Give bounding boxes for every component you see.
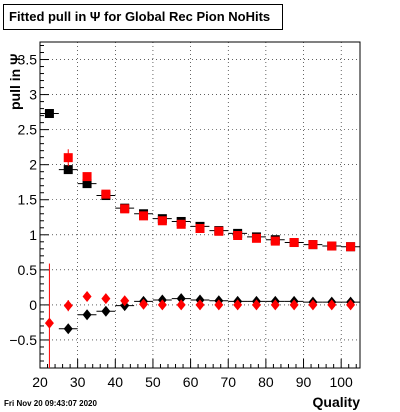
y-tick-label: 3 [29,87,37,103]
data-point-diamond [82,309,92,321]
data-point-diamond [44,317,54,329]
chart-title: Fitted pull in Ψ for Global Rec Pion NoH… [3,4,283,30]
x-tick-label: 70 [220,374,236,390]
data-point-square [101,189,111,199]
data-point-diamond [346,299,356,311]
data-point-square [139,211,149,221]
x-tick-label: 50 [145,374,161,390]
y-tick-label: 0.5 [18,262,38,278]
data-point-diamond [63,300,73,312]
series-layer [40,109,360,368]
data-point-square [82,179,92,189]
data-point-square [270,236,280,246]
data-point-diamond [270,299,280,311]
data-point-square [233,230,243,240]
data-point-diamond [101,305,111,317]
data-point-diamond [251,299,261,311]
timestamp: Fri Nov 20 09:43:07 2020 [4,399,97,408]
y-tick-label: 1 [29,227,37,243]
data-point-diamond [139,298,149,310]
y-tick-label: 2 [29,157,37,173]
data-point-square [82,172,92,182]
x-tick-label: 60 [183,374,199,390]
data-point-diamond [120,295,130,307]
series-2 [63,149,356,252]
data-point-square [120,204,130,214]
x-tick-label: 20 [32,374,48,390]
grid-layer [39,42,360,368]
y-tick-label: 1.5 [18,192,38,208]
x-tick-label: 100 [329,374,353,390]
data-point-diamond [82,290,92,302]
x-tick-label: 90 [296,374,312,390]
data-point-square [157,216,167,226]
plot-frame [39,41,361,369]
data-point-square [327,241,337,251]
data-point-square [308,240,318,250]
x-axis-label: Quality [312,394,360,410]
y-tick-label: 0 [29,297,37,313]
y-axis-label: pull in Ψ [7,53,23,110]
x-tick-label: 30 [70,374,86,390]
data-point-diamond [101,293,111,305]
data-point-square [195,223,205,233]
data-point-diamond [176,293,186,305]
data-point-diamond [157,299,167,311]
data-point-diamond [308,299,318,311]
data-point-square [63,153,73,163]
data-point-square [214,226,224,236]
data-point-diamond [195,299,205,311]
x-tick-label: 40 [108,374,124,390]
data-point-diamond [176,299,186,311]
axis-layer: 20 30 40 50 60 70 80 90 100 −0.5 0 0.5 1 1.5 2 2.5 3 3.5 [9,45,357,390]
data-point-diamond [63,323,73,335]
data-point-square [44,109,54,119]
y-tick-label: −0.5 [9,332,37,348]
data-point-diamond [327,299,337,311]
data-point-diamond [214,299,224,311]
data-point-square [289,238,299,248]
data-point-diamond [233,299,243,311]
y-tick-label: 3.5 [18,52,38,68]
data-point-square [251,233,261,243]
data-point-square [346,242,356,252]
series-4 [44,263,356,368]
data-point-square [176,219,186,229]
data-point-diamond [289,299,299,311]
y-tick-label: 2.5 [18,122,38,138]
x-tick-label: 80 [258,374,274,390]
data-point-square [63,165,73,175]
